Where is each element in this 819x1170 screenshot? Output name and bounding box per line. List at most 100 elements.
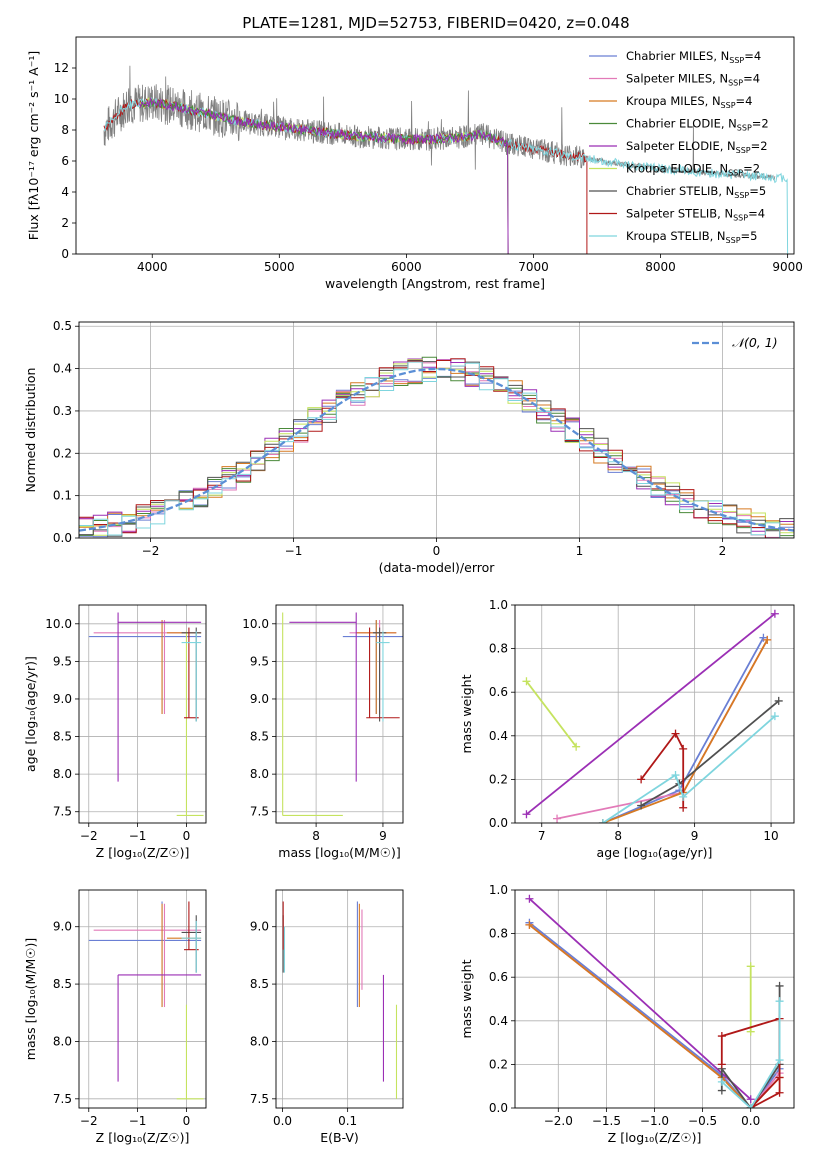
weight-vs-z-plot-area bbox=[515, 890, 794, 1108]
weight-vs-age-frame bbox=[514, 604, 795, 824]
x-tick-label: 8 bbox=[614, 829, 622, 843]
x-tick-label: 0.1 bbox=[338, 1114, 357, 1128]
y-tick-label: 8.0 bbox=[53, 767, 72, 781]
y-tick-label: 0.5 bbox=[53, 319, 72, 333]
y-tick-label: 0.4 bbox=[489, 1014, 508, 1028]
weight-vs-age-plot-area bbox=[515, 605, 794, 823]
data-point bbox=[717, 1060, 726, 1069]
figure-title: PLATE=1281, MJD=52753, FIBERID=0420, z=0… bbox=[242, 14, 629, 32]
data-point bbox=[717, 1032, 726, 1041]
y-tick-label: 0.8 bbox=[489, 642, 508, 656]
data-point bbox=[770, 609, 779, 618]
ebv-vs-mass-x-axis-label: E(B-V) bbox=[320, 1130, 359, 1145]
y-tick-label: 9.5 bbox=[250, 654, 269, 668]
x-tick-label: −1 bbox=[285, 544, 303, 558]
y-tick-label: 7.5 bbox=[250, 1092, 269, 1106]
z-vs-mass-plot-area bbox=[79, 890, 206, 1108]
y-tick-label: 0.1 bbox=[53, 489, 72, 503]
y-tick-label: 0.0 bbox=[489, 816, 508, 830]
y-tick-label: 6 bbox=[61, 154, 69, 168]
z-vs-age-panel: −2 −1 0 7.5 8.0 8.5 9.0 9.5 10.0 Z [log₁₀(Z/Z☉)] a… bbox=[23, 604, 207, 860]
y-tick-label: 7.5 bbox=[53, 1092, 72, 1106]
data-point bbox=[775, 1088, 784, 1097]
data-point bbox=[671, 729, 680, 738]
x-tick-label: 7 bbox=[538, 829, 546, 843]
y-tick-label: 10.0 bbox=[242, 617, 269, 631]
data-point bbox=[679, 792, 688, 801]
series-kroupa-elodie bbox=[525, 680, 577, 748]
data-point bbox=[525, 920, 534, 929]
normal-curve bbox=[79, 367, 794, 532]
data-point bbox=[717, 1086, 726, 1095]
spectrum-x-axis-label: wavelength [Angstrom, rest frame] bbox=[325, 276, 545, 291]
data-point bbox=[679, 803, 688, 812]
y-tick-label: 0.8 bbox=[489, 927, 508, 941]
x-tick-label: 7000 bbox=[518, 260, 549, 274]
data-point bbox=[671, 771, 680, 780]
weight-vs-z-frame bbox=[514, 889, 795, 1109]
spectrum-frame bbox=[75, 36, 795, 255]
y-tick-label: 0.2 bbox=[489, 772, 508, 786]
series-salpeter-stelib bbox=[640, 731, 685, 808]
y-tick-label: 9.0 bbox=[250, 692, 269, 706]
weight-vs-z-panel: −2.0 −1.5 −1.0 −0.5 0.0 0.0 0.2 0.4 0.6 0.8 1.0 Z [… bbox=[459, 883, 795, 1145]
y-tick-label: 0.4 bbox=[53, 362, 72, 376]
x-tick-label: 0 bbox=[433, 544, 441, 558]
mass-vs-age-x-axis-label: mass [log₁₀(M/M☉)] bbox=[278, 845, 400, 860]
y-tick-label: 0.3 bbox=[53, 404, 72, 418]
spectrum-plot-area bbox=[103, 65, 789, 254]
residuals-panel: −2 −1 0 1 2 0.0 0.1 0.2 0.3 0.4 0.5 (data-model)/er… bbox=[23, 319, 795, 575]
y-tick-label: 0.4 bbox=[489, 729, 508, 743]
histogram-kroupa-stelib bbox=[79, 361, 781, 538]
legend-entry: Kroupa ELODIE, NSSP=2 bbox=[626, 162, 760, 178]
histogram-salpeter-stelib bbox=[79, 358, 794, 538]
residuals-x-axis-label: (data-model)/error bbox=[379, 560, 496, 575]
data-point bbox=[679, 744, 688, 753]
y-tick-label: 9.0 bbox=[53, 920, 72, 934]
z-vs-age-plot-area bbox=[79, 605, 206, 823]
data-point bbox=[746, 1104, 755, 1108]
x-tick-label: 2 bbox=[719, 544, 727, 558]
legend-entry: Chabrier MILES, NSSP=4 bbox=[626, 49, 761, 65]
x-tick-label: 8 bbox=[312, 829, 320, 843]
y-tick-label: 8.5 bbox=[53, 730, 72, 744]
data-point bbox=[637, 801, 646, 810]
x-tick-label: −2 bbox=[80, 829, 98, 843]
data-point bbox=[774, 696, 783, 705]
y-tick-label: 10.0 bbox=[45, 617, 72, 631]
z-vs-age-y-axis-label: age [log₁₀(age/yr)] bbox=[23, 656, 38, 772]
y-tick-label: 0.6 bbox=[489, 970, 508, 984]
y-tick-label: 8.5 bbox=[250, 977, 269, 991]
x-tick-label: 9 bbox=[691, 829, 699, 843]
x-tick-label: 0.0 bbox=[273, 1114, 292, 1128]
spectrum-y-axis-label: Flux [fλ10⁻¹⁷ erg cm⁻² s⁻¹ A⁻¹] bbox=[26, 51, 41, 240]
series-salpeter-elodie bbox=[525, 612, 776, 816]
y-tick-label: 9.0 bbox=[53, 692, 72, 706]
x-tick-label: 8000 bbox=[645, 260, 676, 274]
x-tick-label: −1 bbox=[129, 829, 147, 843]
x-tick-label: 4000 bbox=[137, 260, 168, 274]
y-tick-label: 8.5 bbox=[53, 977, 72, 991]
residuals-frame bbox=[78, 321, 795, 539]
y-tick-label: 8.0 bbox=[250, 767, 269, 781]
y-tick-label: 0.2 bbox=[53, 446, 72, 460]
y-tick-label: 8 bbox=[61, 123, 69, 137]
mass-vs-age-plot-area bbox=[276, 605, 403, 823]
y-tick-label: 0 bbox=[61, 247, 69, 261]
x-tick-label: 0.0 bbox=[741, 1114, 760, 1128]
x-tick-label: 0 bbox=[183, 1114, 191, 1128]
series-kroupa-stelib bbox=[721, 1001, 781, 1108]
y-tick-label: 4 bbox=[61, 185, 69, 199]
spectrum-panel: 4000 5000 6000 7000 8000 9000 0 2 4 6 8 10 12 wavelen… bbox=[26, 36, 803, 291]
series-salpeter-elodie bbox=[528, 898, 752, 1100]
x-tick-label: −1.5 bbox=[592, 1114, 621, 1128]
z-vs-mass-x-axis-label: Z [log₁₀(Z/Z☉)] bbox=[96, 1130, 190, 1145]
data-point bbox=[775, 1056, 784, 1065]
x-tick-label: 5000 bbox=[264, 260, 295, 274]
y-tick-label: 8.0 bbox=[53, 1034, 72, 1048]
x-tick-label: −1.0 bbox=[640, 1114, 669, 1128]
x-tick-label: 1 bbox=[576, 544, 584, 558]
x-tick-label: −1 bbox=[129, 1114, 147, 1128]
spectrum-legend: Chabrier MILES, NSSP=4 Salpeter MILES, NS… bbox=[589, 49, 769, 245]
z-vs-mass-y-axis-label: mass [log₁₀(M/M☉)] bbox=[23, 938, 38, 1060]
